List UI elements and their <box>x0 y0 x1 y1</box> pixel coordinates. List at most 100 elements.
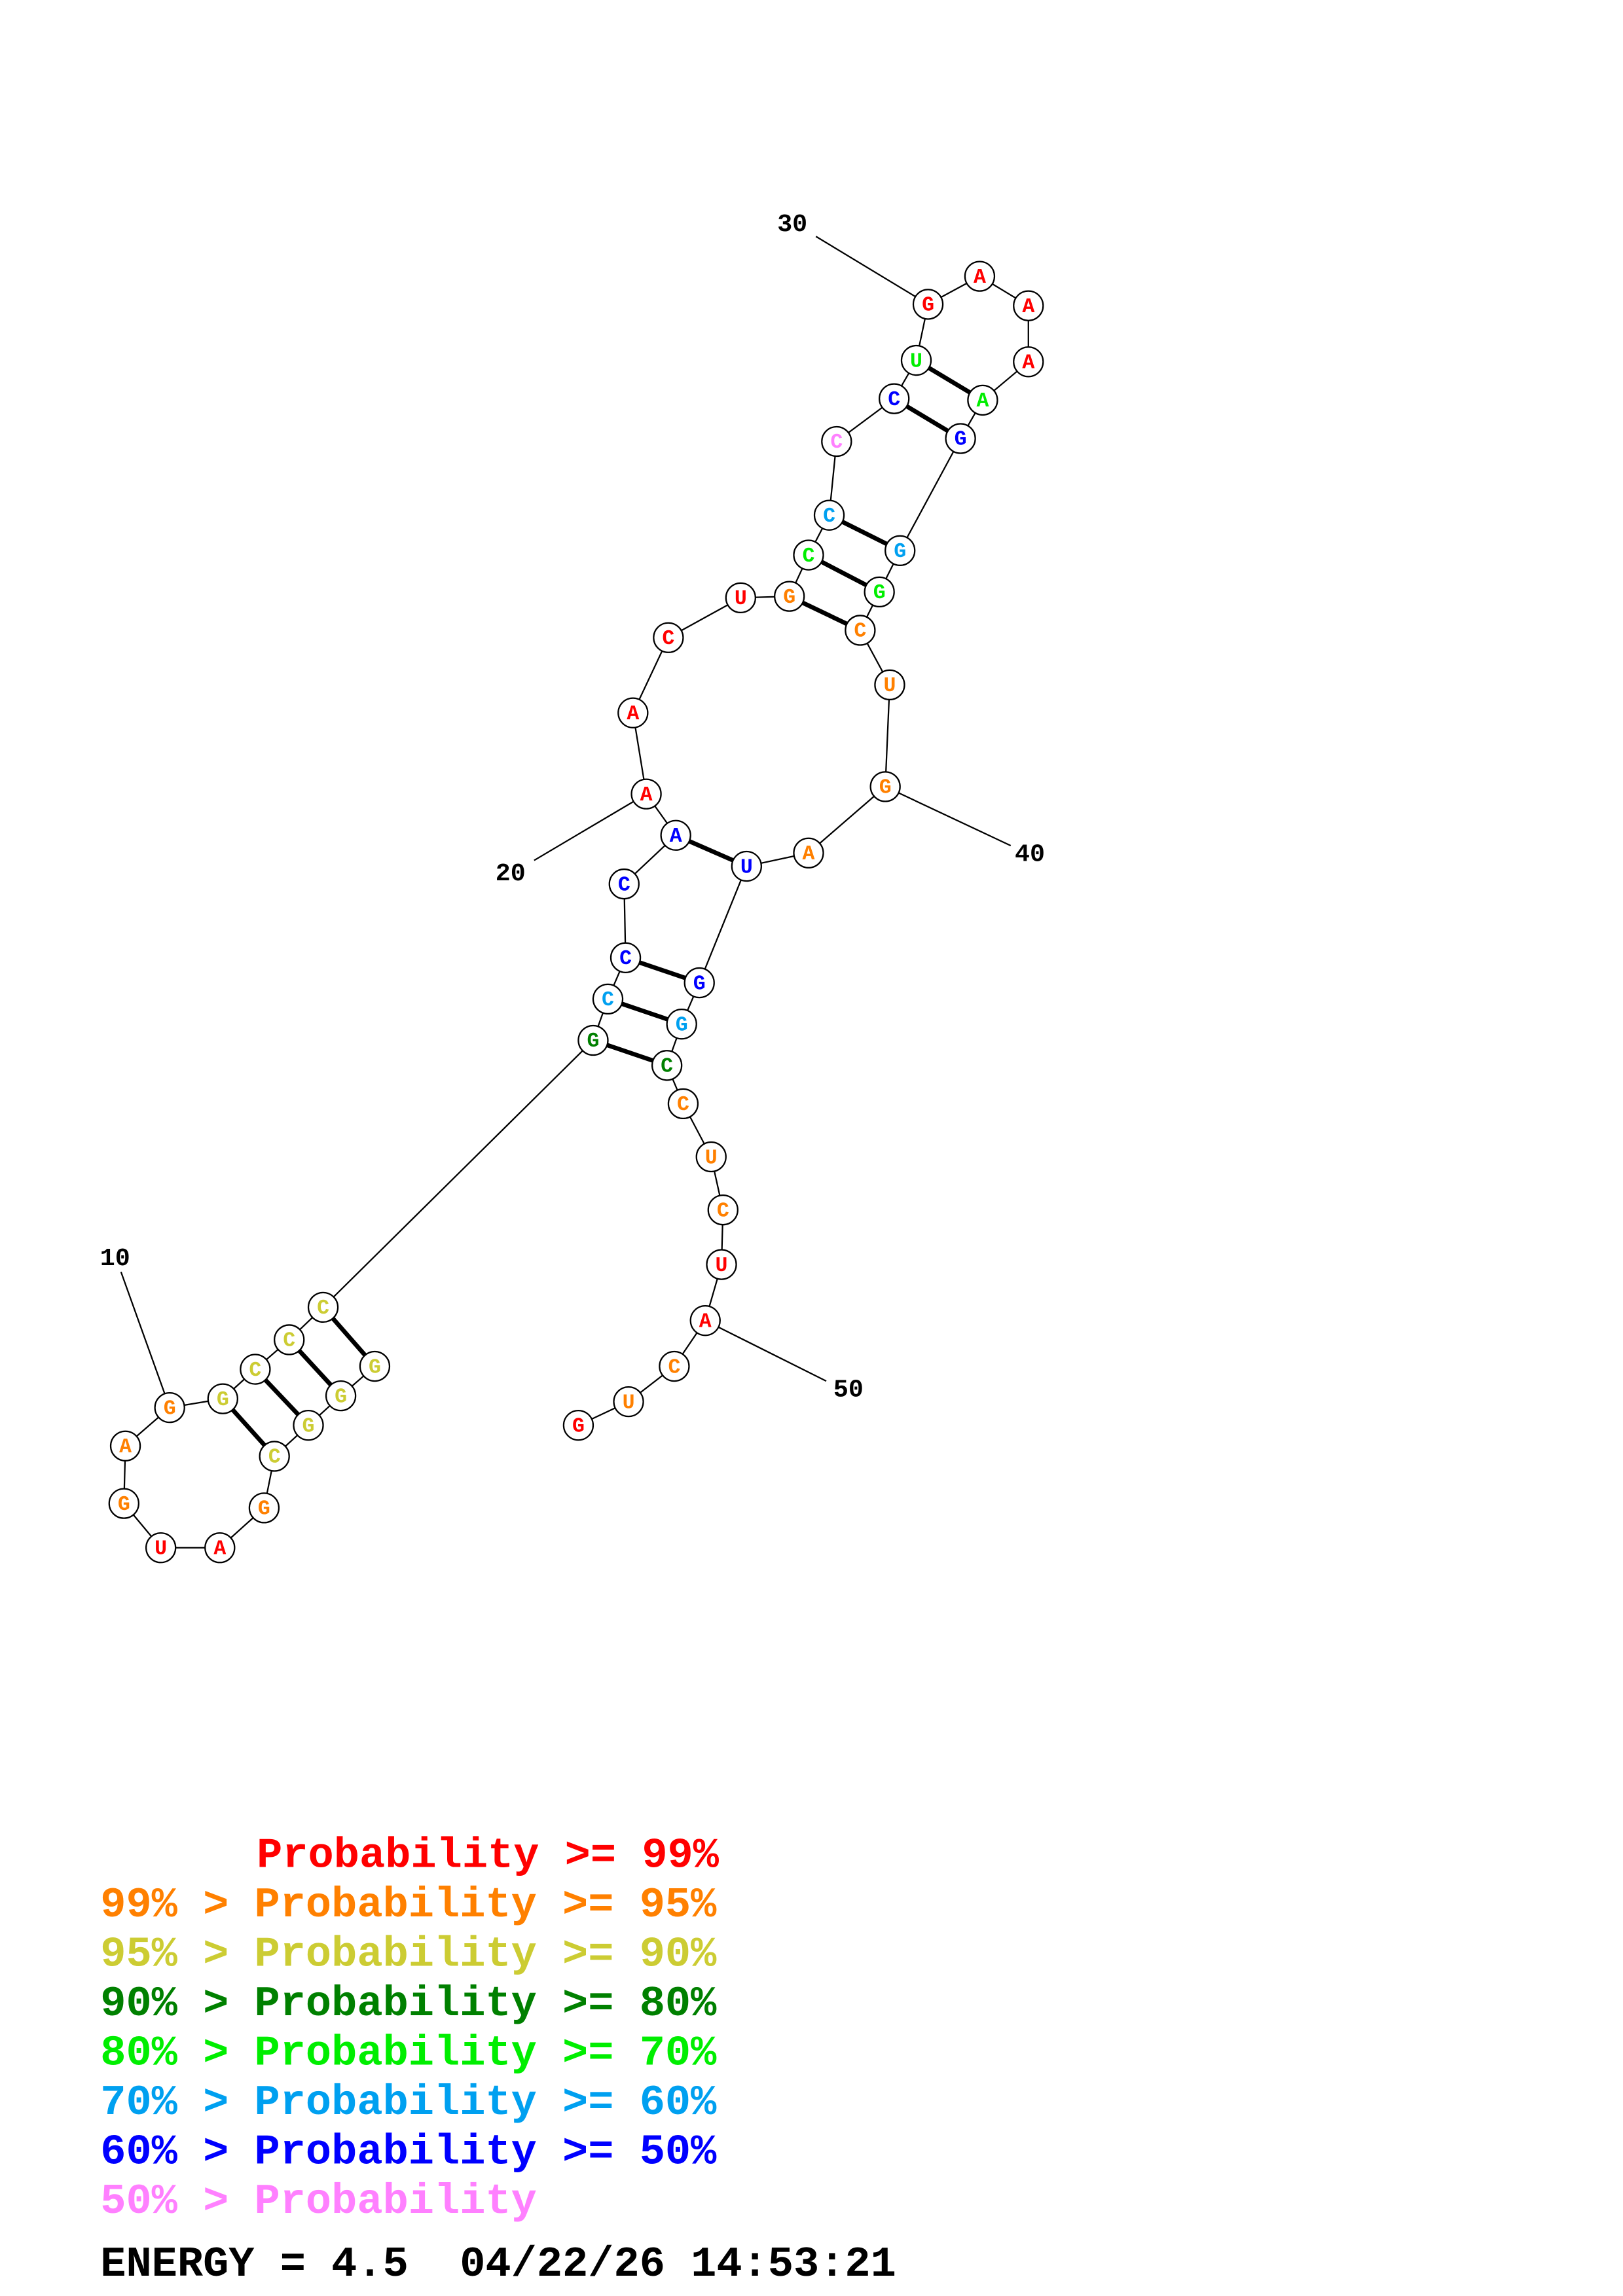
legend-entry: 99% > Probability >= 95% <box>100 1881 717 1929</box>
nucleotide: U <box>695 1141 727 1173</box>
legend-entry: 90% > Probability >= 80% <box>100 1980 717 2028</box>
nucleotide-letter: G <box>676 1014 688 1037</box>
nucleotide-letter: A <box>699 1310 712 1333</box>
nucleotide: C <box>653 622 684 653</box>
position-label: 40 <box>1015 840 1045 869</box>
position-line <box>815 236 929 305</box>
nucleotide-letter: G <box>955 429 967 452</box>
nucleotide-circle <box>864 576 895 608</box>
position-label: 30 <box>777 210 807 239</box>
legend-entry: Probability >= 99% <box>257 1832 720 1880</box>
nucleotide-letter: G <box>873 582 886 605</box>
nucleotide-letter: G <box>783 586 795 609</box>
nucleotide-letter: C <box>668 1356 680 1379</box>
nucleotide-letter: A <box>1022 352 1034 375</box>
nucleotide-letter: U <box>155 1537 167 1560</box>
nucleotide-circle <box>108 1488 139 1519</box>
nucleotide-circle <box>660 819 691 851</box>
nucleotide-circle <box>240 1354 271 1385</box>
nucleotide-letter: A <box>803 843 815 866</box>
nucleotide: G <box>359 1350 391 1382</box>
nucleotide-circle <box>900 344 932 376</box>
nucleotide-letter: A <box>119 1436 132 1459</box>
legend-entry: 80% > Probability >= 70% <box>100 2030 717 2078</box>
nucleotide-letter: C <box>249 1359 261 1382</box>
position-line <box>534 793 647 861</box>
nucleotide-letter: C <box>823 505 835 528</box>
nucleotide-circle <box>592 983 624 1015</box>
nucleotide: A <box>660 819 691 851</box>
nucleotide-circle <box>293 1410 324 1441</box>
nucleotide: A <box>1013 346 1044 378</box>
nucleotide-letter: G <box>879 777 892 800</box>
nucleotide-letter: C <box>618 874 630 897</box>
nucleotide-circle <box>706 1249 737 1280</box>
nucleotide-letter: A <box>213 1537 226 1560</box>
nucleotide-letter: G <box>118 1494 130 1516</box>
nucleotide-circle <box>610 942 642 973</box>
nucleotide: C <box>813 499 845 531</box>
nucleotide-circle <box>617 697 649 728</box>
nucleotide-circle <box>651 1050 683 1081</box>
nucleotide: U <box>900 344 932 376</box>
nucleotide-circle <box>359 1350 391 1382</box>
nucleotide-letter: A <box>627 703 639 726</box>
nucleotide-letter: A <box>670 825 682 848</box>
nucleotide-letter: A <box>974 266 986 289</box>
nucleotide-letter: C <box>317 1297 329 1320</box>
nucleotide: C <box>793 539 824 571</box>
nucleotide-letter: G <box>164 1397 176 1420</box>
nucleotide: G <box>912 289 944 320</box>
nucleotide-letter: C <box>602 989 614 1012</box>
nucleotide-circle <box>869 771 901 802</box>
nucleotide: G <box>562 1410 594 1441</box>
nucleotide-circle <box>845 615 876 646</box>
nucleotide: C <box>879 383 910 414</box>
nucleotide: C <box>821 425 852 457</box>
backbone <box>808 786 886 854</box>
nucleotide: G <box>207 1383 238 1414</box>
nucleotide-letter: C <box>830 431 843 454</box>
nucleotide: C <box>659 1350 690 1382</box>
nucleotide: U <box>145 1532 177 1564</box>
nucleotide-letter: G <box>587 1030 599 1053</box>
nucleotide: A <box>964 260 996 292</box>
nucleotide-circle <box>793 837 824 869</box>
nucleotide-circle <box>684 967 715 999</box>
bonds <box>120 236 1029 1549</box>
nucleotide-circle <box>793 539 824 571</box>
nucleotide-circle <box>813 499 845 531</box>
nucleotide: U <box>706 1249 737 1280</box>
nucleotide-circle <box>207 1383 238 1414</box>
nucleotide-circle <box>204 1532 236 1564</box>
nucleotide-letter: G <box>369 1356 381 1379</box>
nucleotide: U <box>613 1386 644 1418</box>
nucleotide-letter: C <box>661 1056 673 1079</box>
nucleotide-circle <box>608 868 640 900</box>
nucleotide: C <box>274 1324 305 1355</box>
legend-entry: 70% > Probability >= 60% <box>100 2079 717 2127</box>
position-label: 20 <box>496 859 526 888</box>
nucleotide: A <box>204 1532 236 1564</box>
nucleotide-letter: C <box>619 948 632 971</box>
backbone <box>884 685 891 787</box>
nucleotide-circle <box>695 1141 727 1173</box>
nucleotide-circle <box>630 778 662 810</box>
nucleotide: G <box>577 1024 609 1056</box>
nucleotide-circle <box>613 1386 644 1418</box>
position-label: 50 <box>833 1376 864 1405</box>
nucleotide: A <box>793 837 824 869</box>
nucleotide-circle <box>912 289 944 320</box>
position-line <box>884 785 1012 847</box>
nucleotide: C <box>592 983 624 1015</box>
nucleotide: G <box>774 581 805 612</box>
nucleotide-letter: G <box>894 541 906 564</box>
nucleotide-circle <box>774 581 805 612</box>
nucleotide-letter: U <box>883 675 896 698</box>
nucleotide-circle <box>259 1441 290 1472</box>
energy-footer: ENERGY = 4.5 04/22/26 14:53:21 <box>100 2240 896 2289</box>
nucleotide: C <box>707 1194 739 1226</box>
nucleotide-circle <box>1013 290 1044 321</box>
nucleotide-letter: C <box>854 620 866 643</box>
